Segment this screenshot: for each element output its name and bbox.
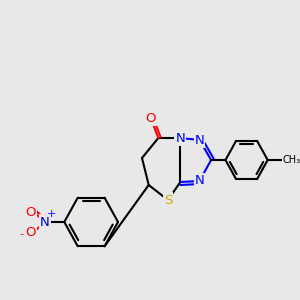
- Text: O: O: [26, 226, 36, 238]
- Text: O: O: [26, 206, 36, 218]
- Text: -: -: [19, 229, 23, 239]
- Text: CH₃: CH₃: [283, 155, 300, 165]
- Text: N: N: [176, 131, 185, 145]
- Text: O: O: [146, 112, 156, 124]
- Text: N: N: [40, 215, 50, 229]
- Text: N: N: [195, 175, 204, 188]
- Text: +: +: [47, 209, 56, 219]
- Text: N: N: [195, 134, 204, 146]
- Text: S: S: [164, 194, 172, 206]
